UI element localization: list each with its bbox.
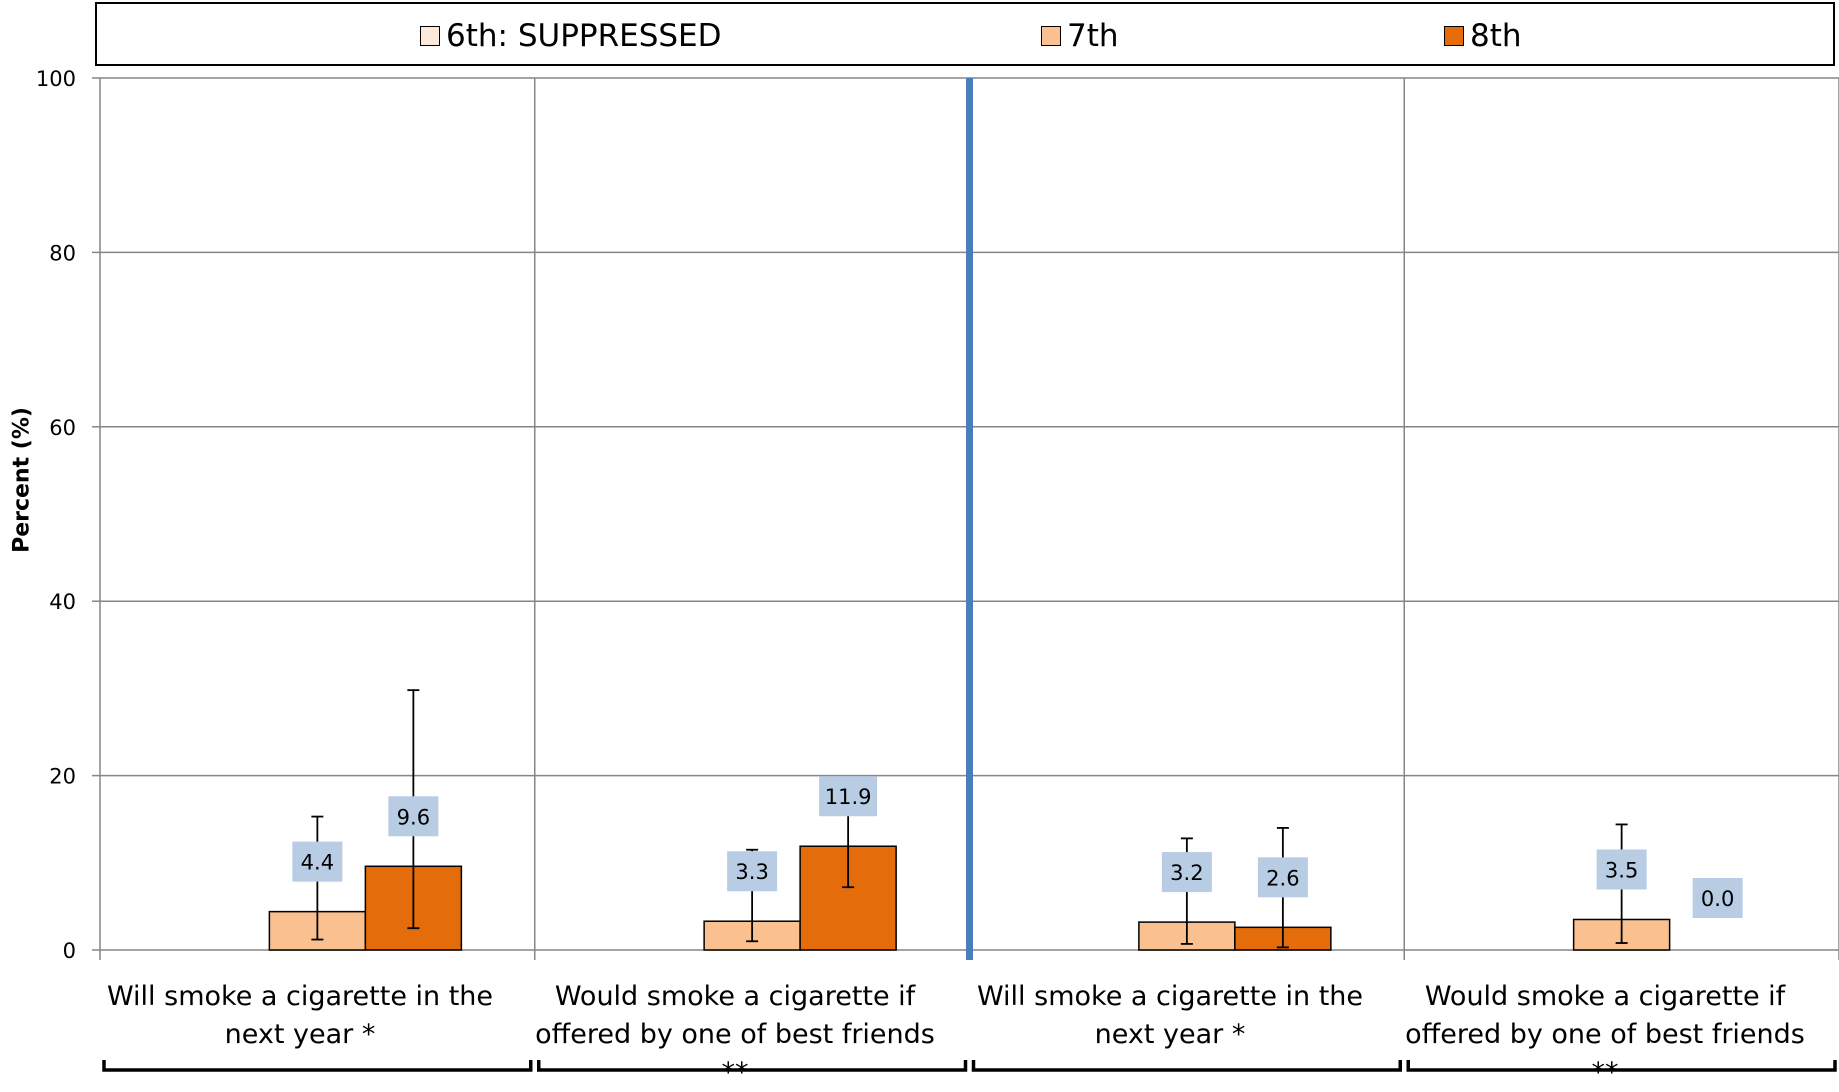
legend-label-8th: 8th [1470,18,1522,54]
data-label-bg [388,796,439,837]
data-label: 11.9 [825,785,872,809]
legend-swatch-6th [420,26,440,46]
category-bracket [102,1060,533,1072]
data-label: 3.5 [1605,858,1638,882]
y-tick-label: 40 [49,590,76,614]
legend-swatch-7th [1041,26,1061,46]
data-label: 3.2 [1170,861,1203,885]
y-axis-title: Percent (%) [9,407,35,553]
legend-item-6th: 6th: SUPPRESSED [420,18,722,54]
category-bracket [1406,1060,1837,1072]
legend-label-6th: 6th: SUPPRESSED [446,18,722,54]
data-label-bg [1257,857,1308,898]
category-label-1: Will smoke a cigarette in the next year … [106,981,494,1050]
data-label-bg [819,776,878,817]
data-label: 4.4 [301,851,334,875]
data-label-bg [1161,852,1212,893]
y-tick-label: 60 [49,416,76,440]
y-tick-label: 100 [36,67,76,91]
data-label: 3.3 [735,860,768,884]
y-tick-label: 20 [49,765,76,789]
data-label: 0.0 [1701,887,1734,911]
legend-swatch-8th [1444,26,1464,46]
legend-item-7th: 7th [1041,18,1119,54]
y-tick-label: 80 [49,241,76,265]
data-label-bg [1596,849,1647,890]
data-label-bg [1692,878,1743,918]
legend-item-8th: 8th [1444,18,1522,54]
data-label: 2.6 [1266,866,1299,890]
y-tick-label: 0 [63,939,76,963]
category-bracket [537,1060,968,1072]
legend-label-7th: 7th [1067,18,1119,54]
data-label-bg [292,841,343,882]
category-bracket [971,1060,1402,1072]
category-label-3: Will smoke a cigarette in the next year … [976,981,1364,1050]
category-label-2: Would smoke a cigarette if offered by on… [535,981,935,1088]
data-label-bg [727,851,778,892]
data-label: 9.6 [397,805,430,829]
legend: 6th: SUPPRESSED 7th 8th [95,2,1835,66]
category-label-4: Would smoke a cigarette if offered by on… [1405,981,1805,1088]
